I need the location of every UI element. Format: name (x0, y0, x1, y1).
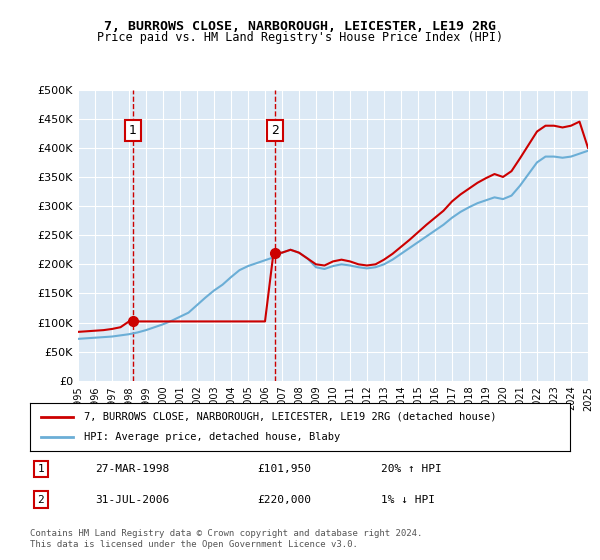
Text: 1: 1 (37, 464, 44, 474)
Text: 20% ↑ HPI: 20% ↑ HPI (381, 464, 442, 474)
Text: 1: 1 (129, 124, 137, 137)
Text: 2: 2 (271, 124, 279, 137)
Text: 2: 2 (37, 495, 44, 505)
Text: 1% ↓ HPI: 1% ↓ HPI (381, 495, 435, 505)
Text: 7, BURROWS CLOSE, NARBOROUGH, LEICESTER, LE19 2RG: 7, BURROWS CLOSE, NARBOROUGH, LEICESTER,… (104, 20, 496, 32)
Text: 7, BURROWS CLOSE, NARBOROUGH, LEICESTER, LE19 2RG (detached house): 7, BURROWS CLOSE, NARBOROUGH, LEICESTER,… (84, 412, 497, 422)
Text: 27-MAR-1998: 27-MAR-1998 (95, 464, 169, 474)
Text: £220,000: £220,000 (257, 495, 311, 505)
Text: HPI: Average price, detached house, Blaby: HPI: Average price, detached house, Blab… (84, 432, 340, 442)
Text: Price paid vs. HM Land Registry's House Price Index (HPI): Price paid vs. HM Land Registry's House … (97, 31, 503, 44)
Text: £101,950: £101,950 (257, 464, 311, 474)
Text: Contains HM Land Registry data © Crown copyright and database right 2024.
This d: Contains HM Land Registry data © Crown c… (30, 529, 422, 549)
Text: 31-JUL-2006: 31-JUL-2006 (95, 495, 169, 505)
